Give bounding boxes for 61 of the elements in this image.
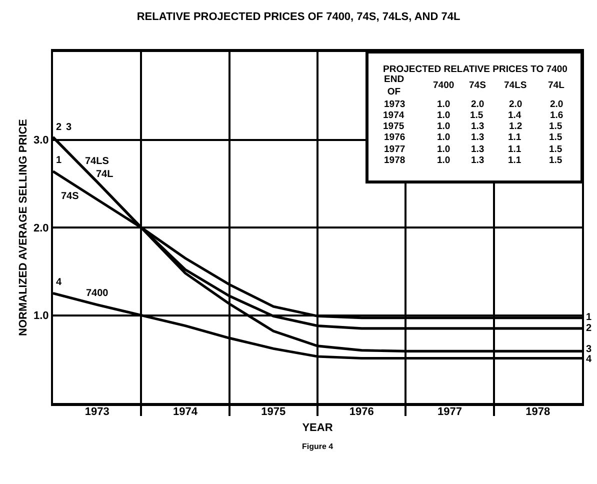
x-tick-label: 1976 xyxy=(349,406,374,418)
x-tick-label: 1973 xyxy=(84,406,110,418)
y-tick-label: 1.0 xyxy=(34,310,49,322)
annotation: 4 xyxy=(56,277,62,288)
annotation: 3 xyxy=(66,122,72,133)
y-axis-title: NORMALIZED AVERAGE SELLING PRICE xyxy=(18,119,30,336)
annotation: 1.2 xyxy=(509,121,522,132)
annotation: 1975 xyxy=(383,121,405,132)
annotation: 1 xyxy=(56,155,62,166)
text: 4 xyxy=(586,354,592,365)
text: 2 xyxy=(586,323,592,334)
annotation: 2.0 xyxy=(509,99,522,110)
text: 3 xyxy=(586,344,592,355)
annotation: 1.5 xyxy=(549,144,563,155)
annotation: 7400 xyxy=(86,288,109,299)
y-tick-label: 2.0 xyxy=(34,222,49,234)
annotation: 1976 xyxy=(384,132,406,143)
annotation: 7400 xyxy=(433,80,454,91)
annotation: 1.3 xyxy=(471,155,484,166)
annotation: 1.3 xyxy=(471,121,484,132)
annotation: 1.0 xyxy=(437,121,450,132)
annotation: 74S xyxy=(61,191,80,202)
annotation: 74L xyxy=(548,80,565,91)
annotation: 1.6 xyxy=(550,110,564,121)
annotation: 74L xyxy=(96,169,114,180)
annotation: 1973 xyxy=(384,99,406,110)
annotation: 1.0 xyxy=(437,144,450,155)
annotation: 1.1 xyxy=(508,144,522,155)
annotation: 1.1 xyxy=(508,155,522,166)
annotation: PROJECTED RELATIVE PRICES TO 7400 xyxy=(383,64,568,75)
annotation: 1.5 xyxy=(549,155,563,166)
annotation: 74LS xyxy=(85,156,110,167)
annotation: 1.5 xyxy=(549,132,563,143)
annotation: END OF xyxy=(384,74,404,98)
annotation: 2 xyxy=(56,122,62,133)
annotation: 1.3 xyxy=(471,144,484,155)
x-tick-label: 1975 xyxy=(261,406,286,418)
annotation: 1.0 xyxy=(437,155,450,166)
annotation: 1977 xyxy=(384,144,406,155)
chart-title: RELATIVE PROJECTED PRICES OF 7400, 74S, 74LS, AND 74L xyxy=(136,10,460,23)
y-tick-label: 3.0 xyxy=(34,134,49,147)
annotation: 2.0 xyxy=(471,99,484,110)
annotation: 1.5 xyxy=(470,110,484,121)
annotation: 1974 xyxy=(383,110,405,121)
x-tick-label: 1978 xyxy=(526,406,550,418)
annotation: 1.0 xyxy=(437,110,450,121)
text: 1 xyxy=(586,312,592,323)
caption: Figure 4 xyxy=(302,442,334,451)
x-tick-label: 1977 xyxy=(438,406,462,418)
annotation: 1.5 xyxy=(549,121,563,132)
x-tick-label: 1974 xyxy=(173,406,198,418)
annotation: 1978 xyxy=(384,155,406,166)
annotation: 2.0 xyxy=(550,99,564,110)
annotation: 74LS xyxy=(504,80,527,91)
annotation: 1.0 xyxy=(437,132,450,143)
annotation: 74S xyxy=(469,80,486,91)
annotation: 1.0 xyxy=(437,99,450,110)
annotation: 1.4 xyxy=(508,110,522,121)
annotation: 1.3 xyxy=(471,132,484,143)
x-axis-title: YEAR xyxy=(302,422,333,434)
annotation: 1.1 xyxy=(508,132,522,143)
